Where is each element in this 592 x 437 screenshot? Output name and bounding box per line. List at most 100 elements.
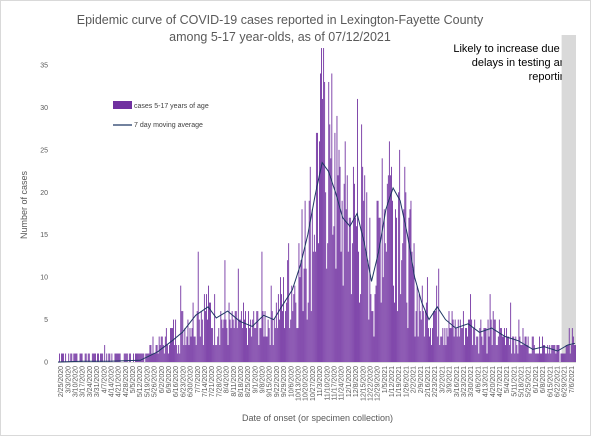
bar: [224, 260, 226, 362]
bar: [139, 353, 141, 362]
bar: [318, 243, 319, 362]
bar: [292, 311, 294, 362]
bar: [136, 353, 137, 362]
x-tick-label: 5/11/2021: [511, 366, 518, 397]
bar: [284, 328, 285, 362]
bar: [414, 336, 416, 362]
moving-average-line: [57, 161, 576, 363]
bar: [475, 345, 477, 362]
x-tick-label: 1/5/2021: [382, 366, 389, 393]
bar: [484, 328, 486, 362]
y-tick-label: 25: [40, 147, 48, 154]
bar: [519, 336, 521, 362]
bar: [537, 353, 539, 362]
bar: [334, 132, 336, 362]
bar: [472, 345, 474, 362]
bar: [511, 353, 513, 362]
bar: [325, 192, 327, 362]
bar: [562, 353, 564, 362]
bar: [289, 328, 291, 362]
bar: [277, 294, 279, 362]
bar: [545, 353, 547, 362]
bar: [149, 345, 151, 362]
bar: [285, 311, 287, 362]
bar: [564, 353, 566, 362]
bar: [432, 328, 433, 362]
bar: [461, 328, 463, 362]
bar: [470, 294, 472, 362]
x-tick-label: 6/23/2020: [180, 366, 187, 397]
legend-label-average: 7 day moving average: [134, 122, 203, 129]
bar: [219, 345, 221, 362]
bar: [294, 285, 296, 362]
x-tick-label: 6/2/2020: [159, 366, 166, 393]
bar: [356, 226, 357, 362]
bar: [275, 302, 277, 362]
bar: [217, 336, 219, 362]
bar: [566, 345, 568, 362]
bar: [212, 328, 214, 362]
bar: [126, 353, 128, 362]
bar: [453, 336, 455, 362]
bar: [481, 336, 483, 362]
bar: [133, 353, 134, 362]
bar: [503, 336, 504, 362]
x-tick-label: 4/13/2021: [483, 366, 490, 397]
x-tick-label: 7/28/2020: [216, 366, 223, 397]
bar: [418, 294, 420, 362]
bar: [184, 328, 186, 362]
bar: [402, 243, 404, 362]
bar: [381, 158, 383, 362]
bar: [363, 200, 365, 362]
bar: [85, 353, 87, 362]
bar: [282, 311, 283, 362]
bar: [300, 260, 302, 362]
bar: [377, 200, 379, 362]
x-tick-label: 12/1/2020: [346, 366, 353, 397]
bar: [283, 277, 284, 362]
bar: [163, 353, 165, 362]
bar: [338, 149, 340, 362]
bar: [270, 285, 272, 362]
bar: [391, 166, 392, 362]
bar: [208, 285, 209, 362]
bar: [446, 328, 448, 362]
bar: [114, 353, 116, 362]
y-tick-label: 5: [44, 317, 48, 324]
bar: [261, 251, 263, 362]
bar: [431, 345, 432, 362]
bar: [521, 345, 523, 362]
bar: [262, 311, 264, 362]
bar: [403, 209, 405, 362]
bar: [265, 336, 267, 362]
bar: [222, 328, 224, 362]
bar: [137, 353, 139, 362]
bar: [438, 268, 440, 362]
bar: [436, 285, 438, 362]
x-tick-label: 2/23/2021: [432, 366, 439, 397]
bar: [445, 345, 447, 362]
bar: [182, 311, 184, 362]
bar: [148, 353, 150, 362]
bar: [444, 328, 446, 362]
bar: [421, 285, 423, 362]
bar: [178, 345, 180, 362]
bar: [230, 328, 232, 362]
bar: [378, 217, 380, 362]
x-tick-label: 2/25/2020: [58, 366, 65, 397]
bar: [239, 319, 241, 362]
bar: [573, 345, 575, 362]
bar: [157, 353, 159, 362]
bar: [528, 353, 530, 362]
x-tick-label: 1/26/2021: [403, 366, 410, 397]
bar: [375, 285, 377, 362]
x-tick-label: 9/1/2020: [252, 366, 259, 393]
bar: [307, 302, 309, 362]
bar: [287, 260, 289, 362]
bar: [420, 319, 422, 362]
x-tick-label: 7/6/2021: [569, 366, 576, 393]
bar: [554, 345, 556, 362]
bar: [529, 353, 531, 362]
bar: [259, 328, 261, 362]
bar: [278, 319, 280, 362]
